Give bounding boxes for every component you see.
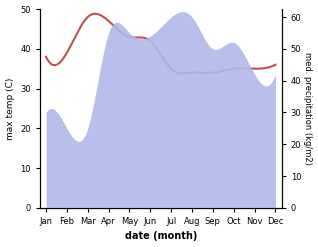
Y-axis label: med. precipitation (kg/m2): med. precipitation (kg/m2)	[303, 52, 313, 165]
X-axis label: date (month): date (month)	[125, 231, 197, 242]
Y-axis label: max temp (C): max temp (C)	[5, 77, 15, 140]
